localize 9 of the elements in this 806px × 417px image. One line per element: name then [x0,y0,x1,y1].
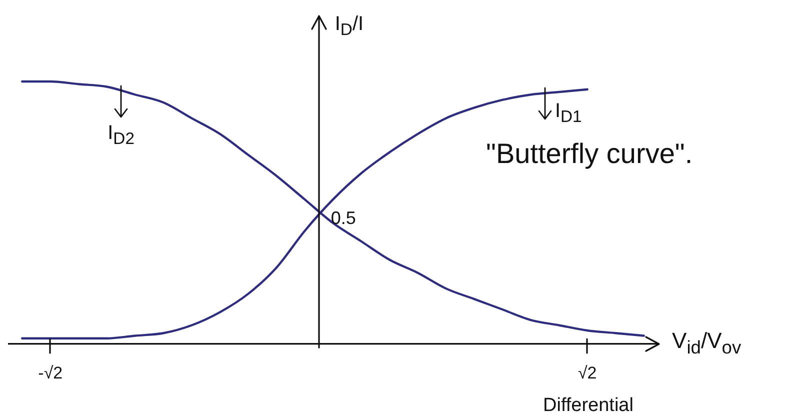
annotation: 0.5 [330,208,356,228]
series-label: I$_{D2}$ [108,122,134,148]
annotation: "Butterfly curve". [486,138,693,169]
y-axis-title: I$_{D}$/I [334,13,364,39]
x-tick-label: √2 [578,363,597,382]
series-label: I$_{D1}$ [554,100,582,126]
x-axis-title: V$_{id}$/V$_{ov}$ [672,328,742,357]
x-tick-label: -√2 [38,363,63,382]
text: Differential [543,395,634,416]
